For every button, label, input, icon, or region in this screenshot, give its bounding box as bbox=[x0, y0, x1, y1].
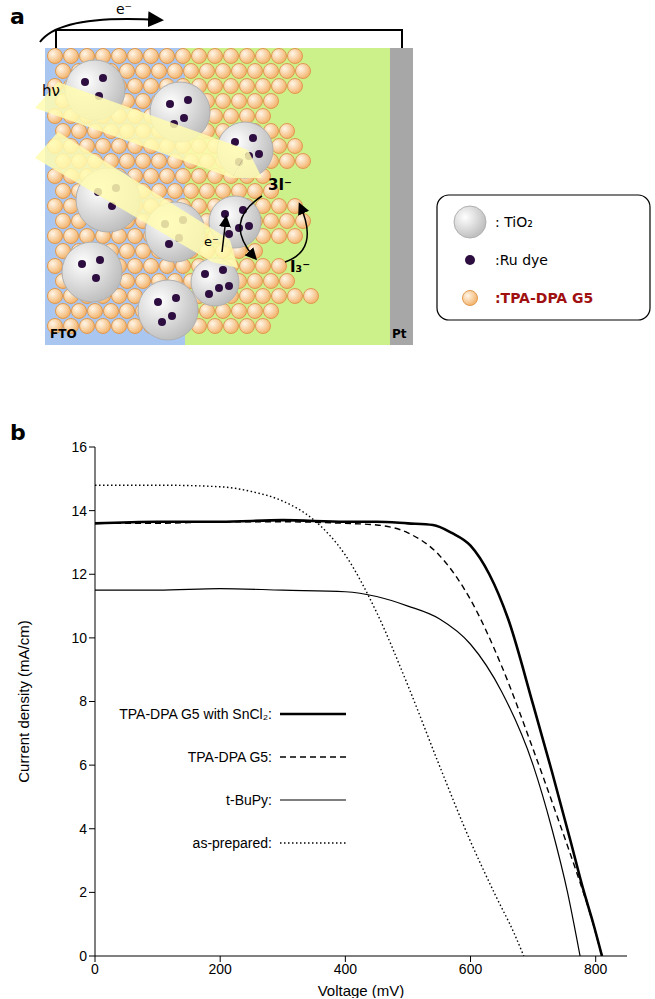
svg-text:14: 14 bbox=[71, 503, 87, 519]
svg-text::TPA-DPA G5: :TPA-DPA G5 bbox=[495, 290, 593, 306]
svg-text:800: 800 bbox=[584, 961, 608, 977]
html-text:b: b bbox=[10, 420, 26, 445]
svg-text:8: 8 bbox=[79, 693, 87, 709]
svg-text:12: 12 bbox=[71, 566, 87, 582]
svg-text:3I⁻: 3I⁻ bbox=[268, 176, 292, 194]
svg-text:Voltage (mV): Voltage (mV) bbox=[318, 982, 405, 998]
svg-text:FTO: FTO bbox=[50, 327, 77, 341]
svg-text:200: 200 bbox=[208, 961, 232, 977]
svg-text:10: 10 bbox=[71, 630, 87, 646]
svg-text:e⁻: e⁻ bbox=[116, 1, 132, 17]
svg-text:16: 16 bbox=[71, 439, 87, 455]
html-text:as-prepared:: as-prepared: bbox=[192, 834, 272, 851]
svg-text::Ru dye: :Ru dye bbox=[495, 252, 548, 268]
svg-text:e⁻: e⁻ bbox=[204, 234, 219, 249]
svg-text:0: 0 bbox=[79, 948, 87, 964]
html-text:TPA-DPA G5 with SnCl₂:: TPA-DPA G5 with SnCl₂: bbox=[119, 705, 272, 722]
svg-text:hν: hν bbox=[42, 82, 60, 100]
svg-text:a: a bbox=[10, 4, 25, 29]
svg-text:0: 0 bbox=[91, 961, 99, 977]
svg-text:I₃⁻: I₃⁻ bbox=[290, 258, 310, 276]
svg-text:400: 400 bbox=[334, 961, 358, 977]
svg-text:Current density (mA/cm): Current density (mA/cm) bbox=[15, 620, 32, 783]
svg-text:6: 6 bbox=[79, 757, 87, 773]
svg-text:4: 4 bbox=[79, 821, 87, 837]
svg-text:Pt: Pt bbox=[392, 327, 407, 341]
html-text:TPA-DPA G5:: TPA-DPA G5: bbox=[187, 748, 272, 765]
html-text:t-BuPy:: t-BuPy: bbox=[226, 791, 272, 808]
svg-text:2: 2 bbox=[79, 884, 87, 900]
svg-text:: TiO₂: : TiO₂ bbox=[495, 214, 533, 230]
svg-text:600: 600 bbox=[459, 961, 483, 977]
